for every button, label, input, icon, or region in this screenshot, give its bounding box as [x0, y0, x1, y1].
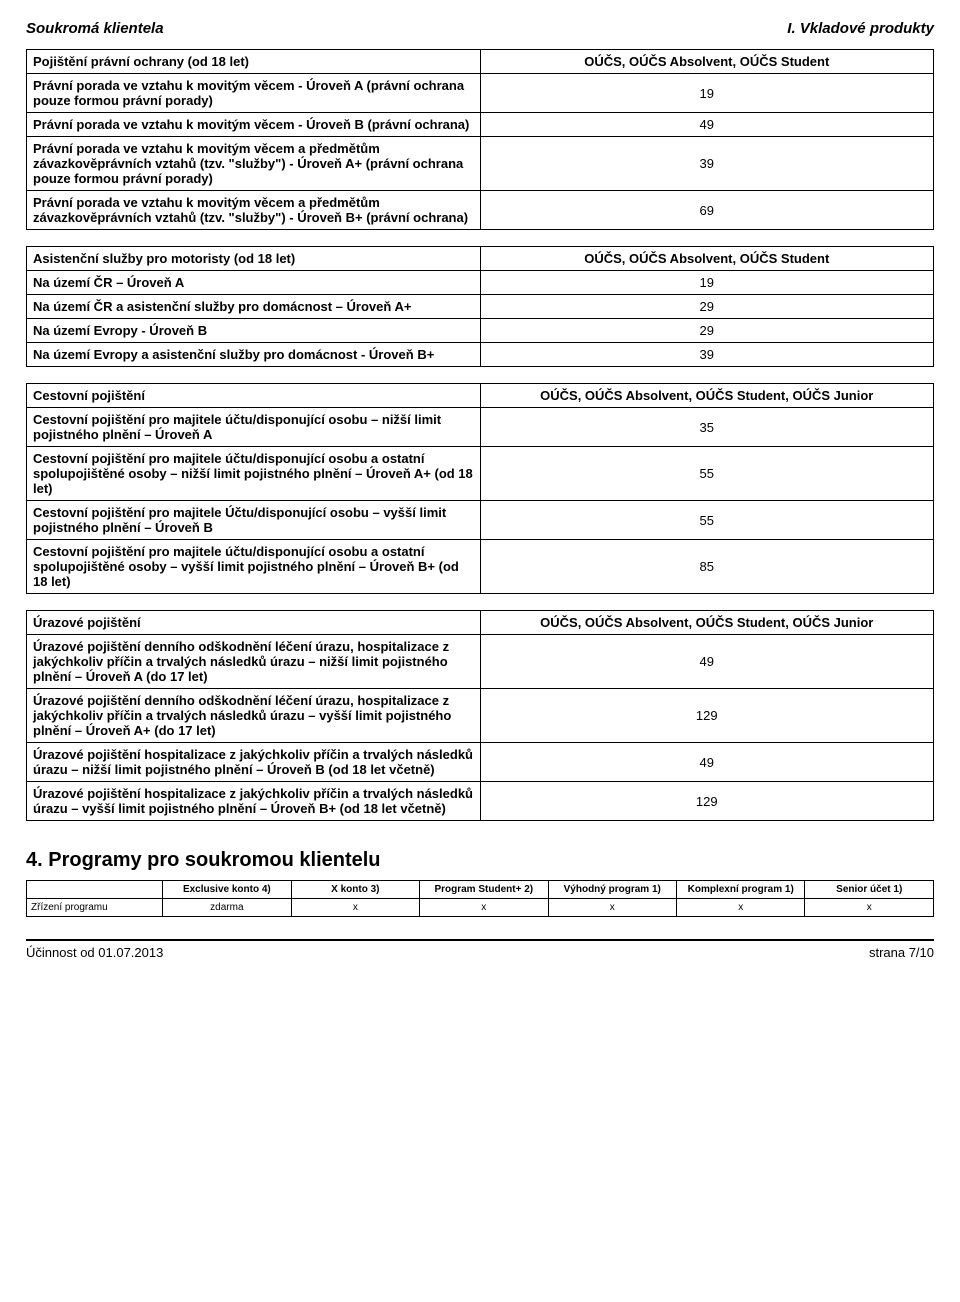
row-value: 39 — [480, 343, 934, 367]
page: Soukromá klientela I. Vkladové produkty … — [0, 0, 960, 970]
section-4-title: 4. Programy pro soukromou klientelu — [26, 849, 934, 872]
row-label: Právní porada ve vztahu k movitým věcem … — [27, 191, 481, 230]
table-row: Právní porada ve vztahu k movitým věcem … — [27, 74, 934, 113]
row-label: Na území Evropy a asistenční služby pro … — [27, 343, 481, 367]
table-header-left: Úrazové pojištění — [27, 611, 481, 635]
programs-row-val-4: x — [676, 899, 804, 917]
row-label: Úrazové pojištění hospitalizace z jakých… — [27, 782, 481, 821]
header-right: I. Vkladové produkty — [787, 20, 934, 37]
row-label: Úrazové pojištění hospitalizace z jakých… — [27, 743, 481, 782]
table-header-left: Cestovní pojištění — [27, 384, 481, 408]
price-table-2: Cestovní pojištěníOÚČS, OÚČS Absolvent, … — [26, 383, 934, 594]
table-row: Úrazové pojištění hospitalizace z jakých… — [27, 782, 934, 821]
programs-col-4: Výhodný program 1) — [548, 881, 676, 899]
programs-data-row: Zřízení programu zdarma x x x x x — [27, 899, 934, 917]
table-row: Na území Evropy a asistenční služby pro … — [27, 343, 934, 367]
footer-right: strana 7/10 — [869, 945, 934, 960]
programs-col-2: X konto 3) — [291, 881, 419, 899]
row-label: Právní porada ve vztahu k movitým věcem … — [27, 137, 481, 191]
table-row: Právní porada ve vztahu k movitým věcem … — [27, 113, 934, 137]
row-value: 29 — [480, 319, 934, 343]
row-value: 129 — [480, 689, 934, 743]
programs-header-row: Exclusive konto 4) X konto 3) Program St… — [27, 881, 934, 899]
row-value: 55 — [480, 501, 934, 540]
table-row: Právní porada ve vztahu k movitým věcem … — [27, 137, 934, 191]
table-row: Úrazové pojištění denního odškodnění léč… — [27, 635, 934, 689]
header-left: Soukromá klientela — [26, 20, 164, 37]
table-row: Na území ČR a asistenční služby pro domá… — [27, 295, 934, 319]
table-row: Cestovní pojištění pro majitele Účtu/dis… — [27, 501, 934, 540]
page-footer: Účinnost od 01.07.2013 strana 7/10 — [26, 939, 934, 960]
table-header-right: OÚČS, OÚČS Absolvent, OÚČS Student — [480, 247, 934, 271]
row-label: Právní porada ve vztahu k movitým věcem … — [27, 113, 481, 137]
row-label: Na území ČR – Úroveň A — [27, 271, 481, 295]
price-tables: Pojištění právní ochrany (od 18 let)OÚČS… — [26, 49, 934, 821]
price-table-3: Úrazové pojištěníOÚČS, OÚČS Absolvent, O… — [26, 610, 934, 821]
price-table-0: Pojištění právní ochrany (od 18 let)OÚČS… — [26, 49, 934, 230]
row-label: Cestovní pojištění pro majitele Účtu/dis… — [27, 501, 481, 540]
table-header-row: Asistenční služby pro motoristy (od 18 l… — [27, 247, 934, 271]
row-label: Cestovní pojištění pro majitele účtu/dis… — [27, 408, 481, 447]
table-header-left: Pojištění právní ochrany (od 18 let) — [27, 50, 481, 74]
row-value: 55 — [480, 447, 934, 501]
programs-row-val-5: x — [805, 899, 934, 917]
row-value: 19 — [480, 271, 934, 295]
row-value: 35 — [480, 408, 934, 447]
row-value: 39 — [480, 137, 934, 191]
programs-col-3: Program Student+ 2) — [420, 881, 548, 899]
table-row: Na území ČR – Úroveň A19 — [27, 271, 934, 295]
table-row: Cestovní pojištění pro majitele účtu/dis… — [27, 408, 934, 447]
table-row: Úrazové pojištění hospitalizace z jakých… — [27, 743, 934, 782]
programs-col-0 — [27, 881, 163, 899]
row-label: Na území Evropy - Úroveň B — [27, 319, 481, 343]
table-header-row: Pojištění právní ochrany (od 18 let)OÚČS… — [27, 50, 934, 74]
row-label: Úrazové pojištění denního odškodnění léč… — [27, 635, 481, 689]
table-row: Cestovní pojištění pro majitele účtu/dis… — [27, 540, 934, 594]
row-label: Právní porada ve vztahu k movitým věcem … — [27, 74, 481, 113]
table-row: Právní porada ve vztahu k movitým věcem … — [27, 191, 934, 230]
table-header-right: OÚČS, OÚČS Absolvent, OÚČS Student, OÚČS… — [480, 384, 934, 408]
row-value: 69 — [480, 191, 934, 230]
row-value: 29 — [480, 295, 934, 319]
programs-col-1: Exclusive konto 4) — [163, 881, 291, 899]
table-header-row: Cestovní pojištěníOÚČS, OÚČS Absolvent, … — [27, 384, 934, 408]
footer-left: Účinnost od 01.07.2013 — [26, 945, 163, 960]
table-row: Na území Evropy - Úroveň B29 — [27, 319, 934, 343]
row-value: 49 — [480, 743, 934, 782]
programs-table: Exclusive konto 4) X konto 3) Program St… — [26, 880, 934, 917]
price-table-1: Asistenční služby pro motoristy (od 18 l… — [26, 246, 934, 367]
table-header-row: Úrazové pojištěníOÚČS, OÚČS Absolvent, O… — [27, 611, 934, 635]
programs-row-val-3: x — [548, 899, 676, 917]
programs-row-val-0: zdarma — [163, 899, 291, 917]
table-row: Úrazové pojištění denního odškodnění léč… — [27, 689, 934, 743]
programs-col-5: Komplexní program 1) — [676, 881, 804, 899]
row-value: 49 — [480, 113, 934, 137]
table-header-left: Asistenční služby pro motoristy (od 18 l… — [27, 247, 481, 271]
programs-row-label: Zřízení programu — [27, 899, 163, 917]
row-label: Cestovní pojištění pro majitele účtu/dis… — [27, 447, 481, 501]
row-label: Cestovní pojištění pro majitele účtu/dis… — [27, 540, 481, 594]
table-header-right: OÚČS, OÚČS Absolvent, OÚČS Student, OÚČS… — [480, 611, 934, 635]
row-label: Úrazové pojištění denního odškodnění léč… — [27, 689, 481, 743]
row-value: 49 — [480, 635, 934, 689]
programs-row-val-1: x — [291, 899, 419, 917]
row-label: Na území ČR a asistenční služby pro domá… — [27, 295, 481, 319]
programs-col-6: Senior účet 1) — [805, 881, 934, 899]
table-row: Cestovní pojištění pro majitele účtu/dis… — [27, 447, 934, 501]
row-value: 129 — [480, 782, 934, 821]
programs-row-val-2: x — [420, 899, 548, 917]
row-value: 85 — [480, 540, 934, 594]
page-header: Soukromá klientela I. Vkladové produkty — [26, 20, 934, 37]
table-header-right: OÚČS, OÚČS Absolvent, OÚČS Student — [480, 50, 934, 74]
row-value: 19 — [480, 74, 934, 113]
